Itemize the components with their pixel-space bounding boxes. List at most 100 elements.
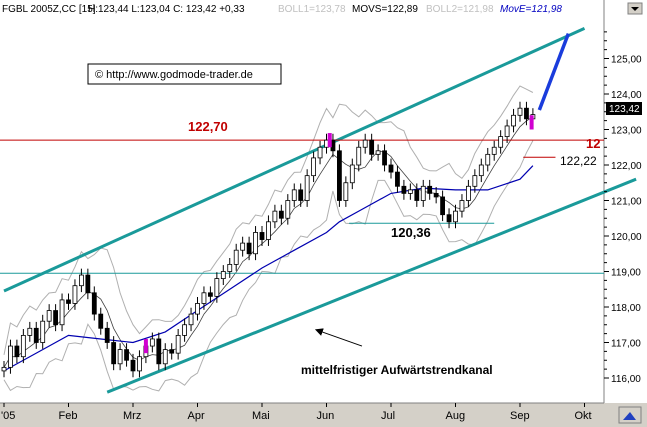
price-bar — [259, 226, 265, 246]
price-bar — [498, 130, 504, 154]
price-bar — [336, 144, 342, 207]
price-bar-body — [53, 310, 58, 326]
price-bar — [91, 286, 97, 321]
price-bar-body — [311, 157, 317, 177]
price-bar-body — [375, 150, 381, 155]
price-bar-body — [517, 107, 523, 116]
y-tick-label: 116,00 — [611, 374, 641, 385]
y-tick-label: 121,00 — [611, 197, 642, 208]
support-label: 120,36 — [391, 225, 431, 240]
header-move: MovE=121,98 — [500, 4, 562, 15]
price-bar — [53, 304, 58, 332]
price-bar — [375, 144, 381, 161]
resistance-label: 122,70 — [188, 119, 228, 134]
header-movs: MOVS=122,89 — [352, 4, 418, 15]
price-bar-body — [485, 153, 491, 166]
price-bar — [395, 165, 400, 193]
price-bar — [407, 183, 413, 200]
forecast-arrow — [537, 33, 571, 111]
price-bar — [40, 314, 46, 349]
price-bar-body — [278, 210, 284, 219]
price-bar — [459, 194, 465, 218]
x-axis-ticks: '05 Feb Mrz Apr Mai Jun Jul Aug Sep Okt — [1, 403, 592, 422]
price-bar-body — [446, 214, 452, 223]
price-bar — [98, 307, 104, 335]
bollinger-upper — [3, 85, 534, 355]
price-bar — [214, 272, 220, 303]
copyright-text: © http://www.godmode-trader.de — [95, 69, 253, 81]
price-bar — [362, 133, 368, 154]
price-bar-body — [491, 146, 497, 155]
price-bar-body — [511, 114, 516, 127]
price-bar — [227, 258, 233, 278]
last-price-box — [606, 102, 642, 115]
price-bar-body — [20, 334, 26, 358]
channel-lower-line — [106, 177, 637, 394]
price-bar-body — [272, 210, 278, 223]
price-bar — [246, 236, 252, 261]
price-bar-body — [369, 139, 375, 155]
price-bar-body — [8, 345, 13, 368]
trend-channel-label: mittelfristiger Aufwärtstrendkanal — [301, 363, 493, 377]
price-bar — [304, 169, 310, 207]
price-bar-body — [59, 299, 65, 326]
price-bar-body — [336, 150, 342, 201]
price-bar — [524, 101, 529, 126]
price-bar-body — [149, 338, 155, 347]
price-bar — [20, 329, 26, 364]
price-bar — [440, 190, 446, 222]
price-bar — [291, 183, 297, 207]
y-tick-label: 124,00 — [611, 90, 642, 101]
ma-label: 122,22 — [560, 154, 597, 168]
price-bar-body — [188, 313, 194, 326]
moving-average — [3, 165, 534, 372]
resistance-label-right: 12 — [586, 136, 600, 151]
price-bar-body — [433, 192, 439, 198]
price-bar-body — [388, 164, 394, 173]
price-bar-body — [317, 146, 323, 159]
x-tick-label: Jun — [317, 410, 335, 422]
price-bar-body — [40, 320, 46, 343]
price-bar — [433, 187, 439, 204]
price-bar-body — [104, 327, 110, 343]
y-tick-label: 122,00 — [611, 161, 642, 172]
moving-average-line — [3, 165, 534, 372]
price-bar-body — [72, 285, 78, 304]
header-boll2: BOLL2=121,98 — [426, 4, 494, 15]
price-bar — [85, 268, 91, 300]
price-bar — [465, 179, 471, 207]
x-tick-label: Aug — [446, 410, 466, 422]
price-bar — [278, 204, 284, 225]
price-bar — [79, 268, 84, 293]
y-tick-label: 118,00 — [611, 303, 641, 314]
price-bar-body — [66, 299, 71, 304]
price-bar — [446, 208, 452, 229]
price-bar-body — [420, 185, 426, 201]
price-bar-body — [427, 185, 433, 194]
price-bar-body — [246, 242, 252, 255]
price-bar — [104, 321, 110, 349]
price-bar-body — [98, 313, 104, 329]
price-bar-body — [137, 356, 142, 372]
price-bar-body — [407, 189, 413, 194]
price-bar-body — [459, 200, 465, 212]
channel-upper-line — [3, 26, 586, 293]
price-bar-body — [304, 175, 310, 201]
price-bar — [491, 140, 497, 161]
price-bar-body — [298, 189, 304, 201]
price-bar-body — [195, 303, 200, 315]
y-tick-label: 123,00 — [611, 126, 642, 137]
trend-channel — [3, 26, 637, 394]
x-tick-label: Mai — [252, 410, 270, 422]
price-bar-body — [524, 107, 529, 120]
price-bar — [298, 183, 304, 207]
price-bar-body — [382, 150, 387, 166]
price-bar-body — [414, 189, 420, 201]
price-bar-body — [1, 366, 7, 372]
x-tick-label: Mrz — [123, 410, 141, 422]
price-bar — [156, 332, 162, 371]
x-tick-label: Jul — [381, 410, 395, 422]
price-bar — [511, 108, 516, 133]
price-bar — [137, 350, 142, 378]
